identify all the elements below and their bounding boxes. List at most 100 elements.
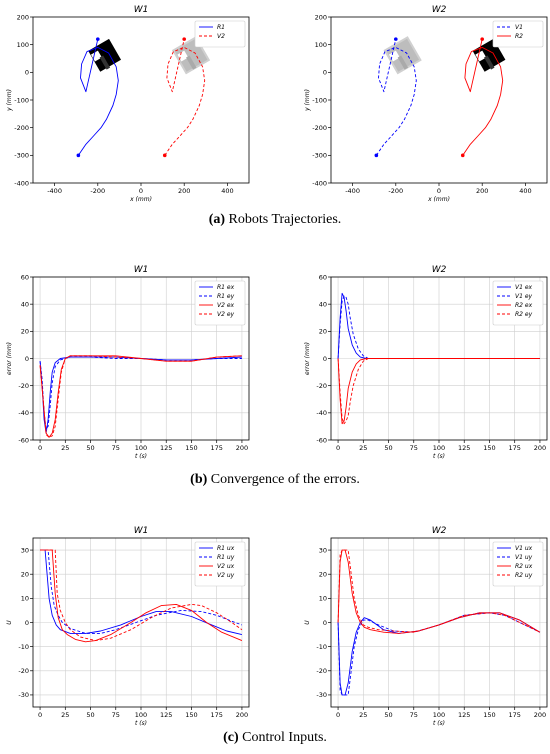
y-tick-label: -20 xyxy=(18,667,29,675)
y-tick-label: -20 xyxy=(316,382,327,390)
caption-c: (c) Control Inputs. xyxy=(0,730,550,746)
legend-label: V2 ux xyxy=(217,563,235,570)
x-tick-label: 125 xyxy=(160,711,172,719)
y-tick-label: 0 xyxy=(323,69,327,77)
y-tick-label: 40 xyxy=(21,300,29,308)
y-tick-label: 30 xyxy=(21,546,29,554)
x-tick-label: 200 xyxy=(534,711,546,719)
x-tick-label: 75 xyxy=(112,711,120,719)
y-tick-label: 20 xyxy=(21,571,29,579)
y-tick-label: 10 xyxy=(21,595,29,603)
x-tick-label: 50 xyxy=(86,711,94,719)
x-tick-label: 200 xyxy=(476,187,488,195)
start-point xyxy=(374,153,379,158)
legend-label: V2 ey xyxy=(217,311,235,318)
legend-label: V2 xyxy=(217,33,225,40)
x-tick-label: 25 xyxy=(359,711,367,719)
chart-title: W1 xyxy=(134,265,149,275)
legend-label: V1 uy xyxy=(515,554,533,561)
y-tick-label: 30 xyxy=(319,546,327,554)
caption-b: (b) Convergence of the errors. xyxy=(0,472,550,488)
y-axis-label: y (mm) xyxy=(304,89,311,112)
x-tick-label: 25 xyxy=(61,711,69,719)
series-line xyxy=(39,355,242,438)
legend-label: R2 ex xyxy=(515,302,533,309)
legend-label: R1 ex xyxy=(217,284,235,291)
x-tick-label: 200 xyxy=(178,187,190,195)
x-tick-label: -400 xyxy=(47,187,62,195)
end-point xyxy=(394,37,398,41)
legend-label: R1 uy xyxy=(217,554,235,561)
legend-label: R2 ux xyxy=(515,563,533,570)
marker-bar xyxy=(186,55,197,70)
x-tick-label: -200 xyxy=(388,187,403,195)
series-line xyxy=(78,39,119,156)
marker-bar xyxy=(397,55,409,70)
y-tick-label: 20 xyxy=(319,571,327,579)
y-tick-label: 100 xyxy=(315,41,327,49)
legend-label: V1 ex xyxy=(515,284,533,291)
marker-pattern xyxy=(383,36,422,75)
x-axis-label: x (mm) xyxy=(427,196,450,203)
x-tick-label: 200 xyxy=(534,444,546,452)
x-tick-label: 25 xyxy=(359,444,367,452)
y-tick-label: -60 xyxy=(316,436,327,444)
x-axis-label: t (s) xyxy=(433,720,445,727)
legend-label: R1 xyxy=(217,24,225,31)
caption-c-text: Control Inputs. xyxy=(242,730,327,745)
x-tick-label: 175 xyxy=(210,444,222,452)
x-tick-label: 75 xyxy=(410,444,418,452)
chart-panel-5: 0 25 50 75 100 125 150 175 200 -30 -20 -10 0 10 20 30 W2… xyxy=(304,526,548,727)
x-tick-label: 150 xyxy=(483,711,495,719)
series-line xyxy=(337,549,541,633)
y-tick-label: -10 xyxy=(18,643,29,651)
y-tick-label: -20 xyxy=(18,382,29,390)
x-tick-label: 0 xyxy=(38,444,42,452)
end-point xyxy=(480,37,485,41)
start-point xyxy=(460,153,465,158)
y-axis-label: y (mm) xyxy=(6,89,13,112)
marker-bar xyxy=(99,55,111,70)
y-tick-label: -10 xyxy=(316,643,327,651)
chart-title: W2 xyxy=(432,5,447,15)
y-tick-label: 0 xyxy=(25,619,29,627)
end-point xyxy=(96,37,100,41)
x-axis-label: x (mm) xyxy=(129,196,152,203)
y-tick-label: 200 xyxy=(315,13,327,21)
legend-label: V1 ux xyxy=(515,545,533,552)
x-tick-label: 50 xyxy=(384,711,392,719)
y-tick-label: 20 xyxy=(319,328,327,336)
y-tick-label: 100 xyxy=(17,41,29,49)
y-tick-label: -300 xyxy=(312,152,327,160)
y-tick-label: 0 xyxy=(25,69,29,77)
start-point xyxy=(76,153,81,158)
chart-panel-0: -400 -200 0 200 400 -400 -300 -200 -100 0 100 200 W1… xyxy=(6,5,250,203)
legend-label: R2 uy xyxy=(515,572,533,579)
y-tick-label: -100 xyxy=(14,96,29,104)
legend-label: V2 uy xyxy=(217,572,235,579)
series-line xyxy=(376,39,417,156)
x-tick-label: 200 xyxy=(236,444,248,452)
x-tick-label: 100 xyxy=(433,444,445,452)
x-tick-label: 100 xyxy=(135,444,147,452)
x-tick-label: 150 xyxy=(185,711,197,719)
legend-label: V2 ex xyxy=(217,302,235,309)
x-tick-label: 25 xyxy=(61,444,69,452)
chart-title: W1 xyxy=(134,526,149,536)
x-tick-label: 0 xyxy=(336,711,340,719)
x-tick-label: 400 xyxy=(221,187,233,195)
y-tick-label: 0 xyxy=(25,355,29,363)
x-tick-label: 175 xyxy=(508,444,520,452)
legend-label: V1 ey xyxy=(515,293,533,300)
caption-a-text: Robots Trajectories. xyxy=(228,212,342,227)
y-axis-label: U xyxy=(304,620,311,625)
y-tick-label: -100 xyxy=(312,96,327,104)
y-tick-label: 10 xyxy=(319,595,327,603)
legend-box xyxy=(492,280,544,326)
legend-label: R2 ey xyxy=(515,311,533,318)
caption-b-text: Convergence of the errors. xyxy=(210,472,360,487)
marker-square xyxy=(85,36,124,75)
x-tick-label: 75 xyxy=(410,711,418,719)
y-tick-label: 60 xyxy=(21,273,29,281)
